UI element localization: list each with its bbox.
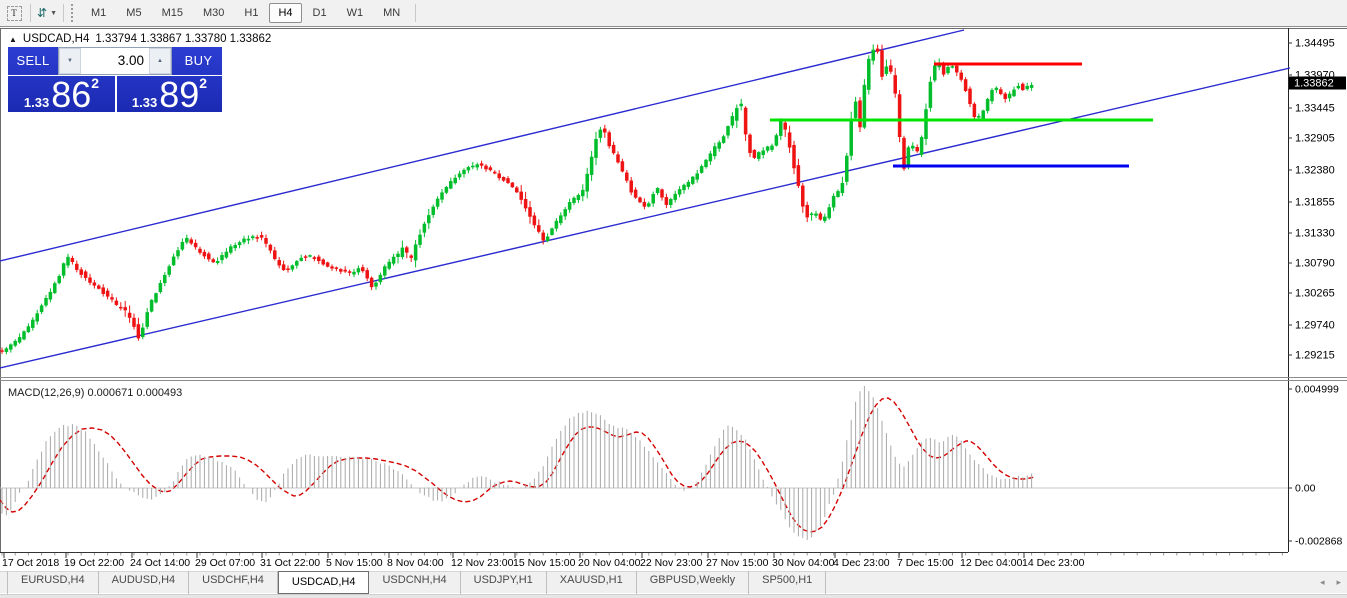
price-axis[interactable]: 1.344951.339701.334451.329051.323801.318…	[1288, 38, 1346, 362]
price-tick-label: 1.31330	[1295, 228, 1335, 240]
trend-channel-lines[interactable]	[0, 29, 1291, 369]
macd-axis[interactable]: 0.004999 0.00 -0.002868	[1288, 384, 1342, 548]
time-tick-label: 19 Oct 22:00	[64, 557, 124, 569]
chart-frame	[0, 28, 1347, 553]
tab-usdjpy-h1[interactable]: USDJPY,H1	[461, 571, 547, 594]
buy-button[interactable]: BUY	[184, 53, 213, 68]
time-tick-label: 12 Nov 23:00	[451, 557, 514, 569]
current-price-box	[1289, 76, 1346, 90]
toolbar-separator	[63, 4, 64, 22]
timeframe-button-w1[interactable]: W1	[346, 7, 364, 19]
tab-scroll-left-icon[interactable]: ◂	[1319, 577, 1325, 587]
bid-price[interactable]: 1.33 86 2	[8, 76, 115, 113]
time-tick-label: 8 Nov 04:00	[387, 557, 444, 569]
time-tick-label: 22 Nov 23:00	[640, 557, 703, 569]
ask-price[interactable]: 1.33 89 2	[115, 76, 222, 113]
chart-symbol-label: USDCAD,H4	[22, 33, 90, 45]
timeframe-button-h1[interactable]: H1	[244, 7, 259, 19]
price-tick-label: 1.34495	[1295, 38, 1335, 50]
timeframe-button-d1[interactable]: D1	[312, 7, 327, 19]
time-tick-label: 14 Dec 23:00	[1022, 557, 1085, 569]
macd-signal-line	[0, 397, 1036, 533]
tab-usdcad-h4[interactable]: USDCAD,H4	[277, 571, 370, 594]
top-toolbar: T ⇵ ▼ M1 M5 M15 M30 H1 H4 D1 W1 MN	[0, 0, 1347, 27]
time-tick-label: 27 Nov 15:00	[706, 557, 769, 569]
one-click-trade-panel: SELL ▼ 3.00 ▲ BUY 1.33 86 2 1.33 89 2	[8, 47, 222, 113]
tab-eurusd-h4[interactable]: EURUSD,H4	[7, 571, 99, 594]
price-tick-label: 1.30790	[1295, 258, 1335, 270]
time-axis[interactable]: 17 Oct 2018 19 Oct 22:00 24 Oct 14:00 29 Oc…	[1, 553, 1283, 569]
cycle-arrows-icon[interactable]: ⇵ ▼	[37, 6, 57, 20]
price-tick-label: 1.29215	[1295, 350, 1335, 362]
price-tick-label: 1.31855	[1295, 197, 1335, 209]
time-tick-label: 31 Oct 22:00	[260, 557, 320, 569]
time-tick-label: 12 Dec 04:00	[960, 557, 1023, 569]
ask-price-big: 89	[159, 74, 200, 115]
timeframe-button-m30[interactable]: M30	[202, 7, 225, 19]
price-tick-label: 1.29740	[1295, 320, 1335, 332]
toolbar-separator	[30, 4, 31, 22]
ask-price-prefix: 1.33	[131, 95, 158, 110]
tab-gbpusd-weekly[interactable]: GBPUSD,Weekly	[637, 571, 750, 594]
sell-button[interactable]: SELL	[16, 53, 50, 68]
volume-spinner: ▼ 3.00 ▲	[58, 47, 172, 75]
macd-label: MACD(12,26,9) 0.000671 0.000493	[8, 387, 182, 399]
timeframe-button-h4[interactable]: H4	[269, 3, 302, 23]
chart-title: ▲ USDCAD,H4 1.33794 1.33867 1.33780 1.33…	[9, 33, 271, 45]
time-tick-label: 4 Dec 23:00	[833, 557, 890, 569]
volume-decrease-button[interactable]: ▼	[59, 48, 81, 74]
dropdown-caret-icon: ▼	[50, 9, 57, 17]
price-tick-label: 1.32905	[1295, 133, 1335, 145]
macd-tick-label: 0.004999	[1295, 384, 1339, 396]
timeframe-buttons: M1 M5 M15 M30 H1 H4 D1 W1 MN	[81, 3, 410, 23]
candlesticks	[0, 44, 1034, 355]
tab-xauusd-h1[interactable]: XAUUSD,H1	[547, 571, 637, 594]
tab-sp500-h1[interactable]: SP500,H1	[749, 571, 827, 594]
chart-tab-bar: EURUSD,H4 AUDUSD,H4 USDCHF,H4 USDCAD,H4 USDC…	[0, 571, 1347, 594]
toolbar-separator	[415, 4, 417, 22]
timeframe-button-m1[interactable]: M1	[91, 7, 107, 19]
tab-usdchf-h4[interactable]: USDCHF,H4	[189, 571, 278, 594]
chart-template-icon[interactable]: T	[4, 3, 24, 23]
chart-tabs: EURUSD,H4 AUDUSD,H4 USDCHF,H4 USDCAD,H4 USDC…	[7, 571, 827, 594]
ask-price-sup: 2	[199, 75, 208, 91]
price-tick-label: 1.32380	[1295, 165, 1335, 177]
toolbar-grip[interactable]	[71, 4, 76, 22]
time-tick-label: 17 Oct 2018	[2, 557, 59, 569]
bid-price-sup: 2	[91, 75, 100, 91]
timeframe-button-m15[interactable]: M15	[161, 7, 183, 19]
macd-histogram	[1, 386, 1033, 540]
volume-increase-button[interactable]: ▲	[149, 48, 171, 74]
spinner-down-icon: ▼	[67, 58, 73, 64]
collapse-chart-icon[interactable]: ▲	[9, 34, 17, 44]
time-tick-label: 20 Nov 04:00	[578, 557, 641, 569]
macd-tick-label: 0.00	[1295, 483, 1316, 495]
horizontal-level-lines[interactable]	[770, 62, 1153, 168]
tab-scroll-right-icon[interactable]: ▸	[1336, 577, 1341, 587]
price-tick-label: 1.30265	[1295, 288, 1335, 300]
volume-input[interactable]: 3.00	[117, 53, 144, 68]
timeframe-button-m5[interactable]: M5	[126, 7, 142, 19]
tab-audusd-h4[interactable]: AUDUSD,H4	[99, 571, 190, 594]
spinner-up-icon: ▲	[157, 58, 163, 64]
status-strip	[0, 594, 1347, 598]
time-tick-label: 5 Nov 15:00	[326, 557, 383, 569]
time-tick-label: 30 Nov 04:00	[772, 557, 835, 569]
price-tick-label: 1.33445	[1295, 103, 1335, 115]
time-tick-label: 7 Dec 15:00	[897, 557, 954, 569]
time-tick-label: 24 Oct 14:00	[130, 557, 190, 569]
bid-price-big: 86	[51, 74, 92, 115]
time-tick-label: 29 Oct 07:00	[195, 557, 255, 569]
timeframe-button-mn[interactable]: MN	[383, 7, 401, 19]
chart-ohlc-values: 1.33794 1.33867 1.33780 1.33862	[95, 33, 272, 45]
tab-usdcnh-h4[interactable]: USDCNH,H4	[369, 571, 461, 594]
bid-price-prefix: 1.33	[23, 95, 50, 110]
time-tick-label: 15 Nov 15:00	[513, 557, 576, 569]
current-price-label: 1.33862	[1294, 78, 1334, 90]
macd-tick-label: -0.002868	[1295, 536, 1342, 548]
